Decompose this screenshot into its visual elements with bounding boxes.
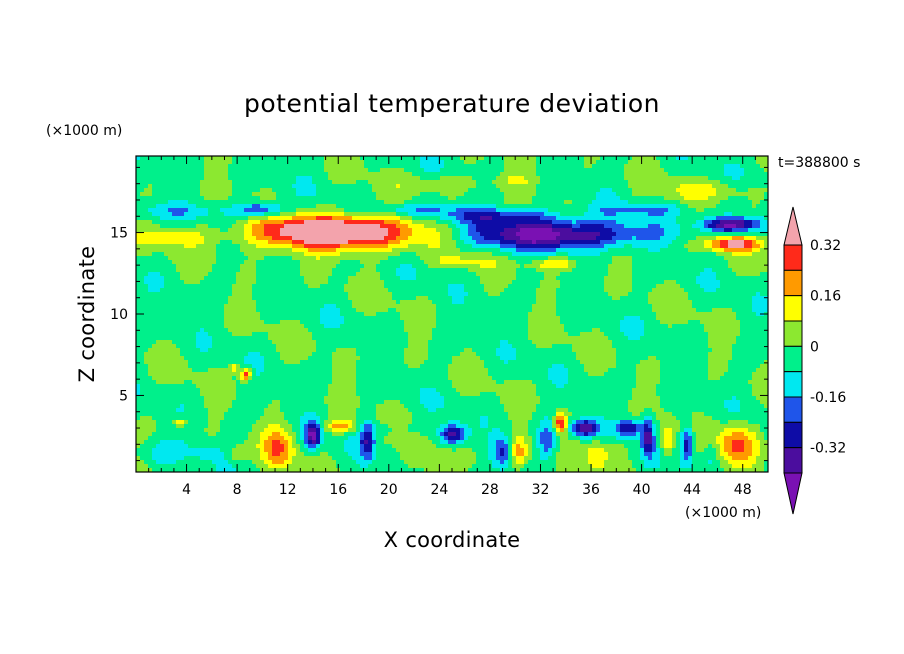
colorbar-segment [783,447,803,474]
colorbar-segment [783,269,803,297]
colorbar-segment [783,244,803,271]
colorbar-segment [783,421,803,449]
x-tick-label: 8 [233,482,242,498]
colorbar-tick-label: 0 [810,339,819,355]
colorbar-tick-label: 0.32 [810,238,841,254]
colorbar-segment [783,396,803,423]
y-axis-label: Z coordinate [75,246,99,383]
x-tick-label: 4 [182,482,191,498]
colorbar: -0.32 -0.16 0 0.16 0.32 [783,206,846,515]
x-axis-label: X coordinate [384,528,521,552]
time-label: t=388800 s [778,155,860,171]
colorbar-segment [783,371,803,398]
colorbar-tick-label: -0.32 [810,441,846,457]
x-tick-label: 44 [683,482,701,498]
x-tick-label: 28 [481,482,499,498]
colorbar-tick-label: -0.16 [810,390,846,406]
colorbar-extend-top [783,206,803,246]
x-tick-label: 32 [532,482,550,498]
x-tick-label: 36 [582,482,600,498]
heatmap-plot [136,156,768,472]
x-tick-label: 16 [329,482,347,498]
y-tick-label: 5 [119,388,128,404]
x-tick-label: 48 [734,482,752,498]
x-tick-label: 20 [380,482,398,498]
colorbar-segment [783,320,803,347]
x-tick-label: 24 [430,482,448,498]
colorbar-extend-bottom [783,472,803,515]
colorbar-segment [783,345,803,373]
colorbar-segment [783,295,803,322]
chart-title: potential temperature deviation [244,89,660,118]
x-unit-label: (×1000 m) [685,505,761,521]
y-tick-label: 15 [110,226,128,242]
colorbar-tick-label: 0.16 [810,289,841,305]
y-tick-label: 10 [110,307,128,323]
x-tick-label: 12 [279,482,297,498]
y-unit-label: (×1000 m) [46,123,122,139]
x-tick-label: 40 [633,482,651,498]
